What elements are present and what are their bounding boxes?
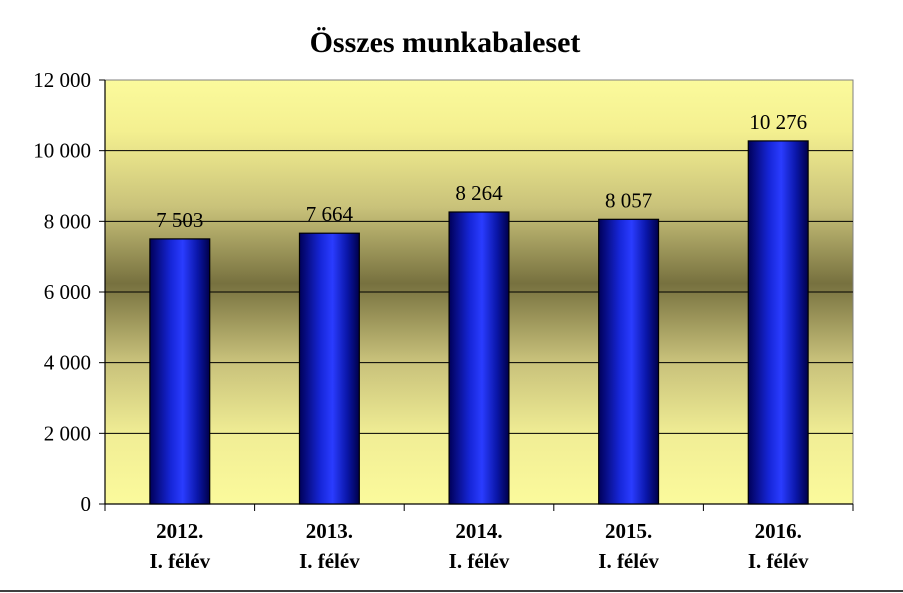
y-tick-label: 12 000 xyxy=(33,68,91,92)
bars xyxy=(149,140,809,505)
data-labels: 7 503 7 664 8 264 8 057 10 276 xyxy=(156,110,807,232)
y-tick-label: 8 000 xyxy=(44,209,91,233)
y-tick-label: 6 000 xyxy=(44,280,91,304)
data-label: 8 057 xyxy=(605,188,652,212)
bar xyxy=(448,211,510,505)
y-tick-labels: 0 2 000 4 000 6 000 8 000 10 000 12 000 xyxy=(33,68,91,516)
x-tick-label: 2016. xyxy=(755,519,802,543)
bar xyxy=(747,140,809,505)
data-label: 7 503 xyxy=(156,208,203,232)
x-tick-labels: 2012. I. félév 2013. I. félév 2014. I. félév 2… xyxy=(149,519,809,573)
x-tick-label: 2013. xyxy=(306,519,353,543)
x-tick-label: I. félév xyxy=(598,549,659,573)
bar xyxy=(149,238,211,505)
bar xyxy=(298,232,360,505)
x-tick-label: 2015. xyxy=(605,519,652,543)
data-label: 8 264 xyxy=(455,181,503,205)
y-tick-label: 0 xyxy=(81,492,92,516)
x-tick-label: 2014. xyxy=(455,519,502,543)
x-tick-label: I. félév xyxy=(748,549,809,573)
y-tick-label: 2 000 xyxy=(44,421,91,445)
data-label: 10 276 xyxy=(749,110,807,134)
bar xyxy=(598,218,660,505)
x-tick-label: I. félév xyxy=(449,549,510,573)
x-tick-label: I. félév xyxy=(299,549,360,573)
y-tick-label: 4 000 xyxy=(44,351,91,375)
data-label: 7 664 xyxy=(306,202,354,226)
y-tick-label: 10 000 xyxy=(33,139,91,163)
x-tick-label: I. félév xyxy=(149,549,210,573)
x-tick-label: 2012. xyxy=(156,519,203,543)
chart-title: Összes munkabaleset xyxy=(310,26,581,59)
